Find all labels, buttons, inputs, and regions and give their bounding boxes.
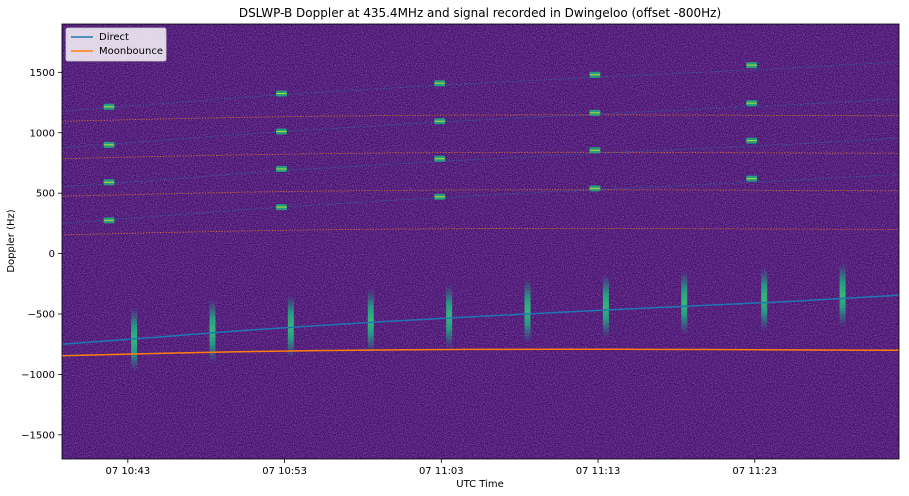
direct-offset-trace (62, 174, 899, 224)
series-lines (62, 294, 899, 357)
legend-label-moonbounce: Moonbounce (99, 46, 163, 57)
x-axis-ticks: 07 10:43 07 10:53 07 11:03 07 11:13 07 11:23 (105, 459, 777, 477)
offset-traces (62, 61, 899, 236)
signal-burst (287, 294, 294, 359)
plot-frame (61, 23, 900, 460)
moonbounce-offset-trace (62, 189, 899, 197)
direct-offset-trace (62, 98, 899, 149)
legend-label-direct: Direct (99, 32, 129, 43)
spectrogram-noise (62, 24, 899, 459)
signal-bursts (103, 62, 846, 372)
moonbounce-offset-trace (62, 227, 899, 236)
signal-burst (839, 262, 846, 327)
signal-burst (602, 274, 609, 339)
x-axis-label: UTC Time (456, 479, 503, 490)
y-tick-label: 1000 (30, 128, 55, 139)
x-tick-label: 07 10:53 (262, 466, 307, 477)
x-tick-label: 07 10:43 (105, 466, 150, 477)
signal-burst (681, 270, 688, 335)
y-tick-label: −1500 (21, 430, 55, 441)
moonbounce-offset-trace (62, 151, 899, 160)
signal-burst (761, 266, 768, 331)
signal-burst (524, 278, 531, 343)
moonbounce-offset-trace (62, 114, 899, 122)
legend: Direct Moonbounce (65, 27, 167, 62)
y-axis-label: Doppler (Hz) (6, 209, 17, 272)
x-tick-label: 07 11:13 (576, 466, 621, 477)
y-tick-label: 0 (49, 249, 55, 260)
y-tick-label: 1500 (30, 68, 55, 79)
y-axis-ticks: 1500 1000 500 0 −500 −1000 −1500 (21, 68, 62, 441)
direct-offset-trace (62, 137, 899, 188)
chart-title: DSLWP-B Doppler at 435.4MHz and signal r… (239, 6, 721, 20)
series-line-moonbounce (62, 348, 899, 357)
signal-burst (209, 298, 216, 363)
signal-burst (367, 288, 374, 353)
x-tick-label: 07 11:23 (732, 466, 777, 477)
y-tick-label: 500 (36, 189, 55, 200)
y-tick-label: −1000 (21, 370, 55, 381)
direct-offset-trace (62, 61, 899, 112)
series-line-direct (62, 294, 899, 345)
signal-burst (446, 284, 453, 349)
x-tick-label: 07 11:03 (419, 466, 464, 477)
y-tick-label: −500 (28, 310, 55, 321)
